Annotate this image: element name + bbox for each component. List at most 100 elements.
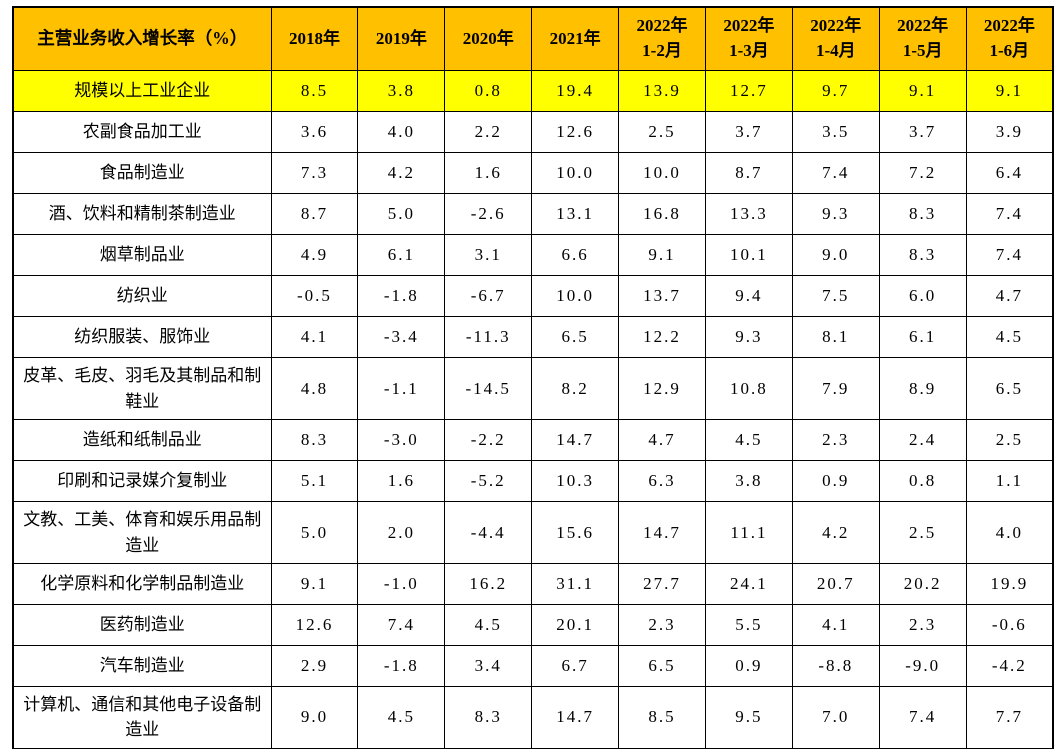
value-cell: 7.0 <box>791 686 880 749</box>
table-row: 纺织服装、服饰业 4.1 -3.4 -11.3 6.5 12.2 9.3 8.1 6.1 4.5 <box>12 316 1054 358</box>
value-cell: 6.3 <box>618 460 706 502</box>
value-cell: 9.1 <box>878 70 967 112</box>
value-cell: 16.8 <box>618 193 706 235</box>
value-cell: 8.5 <box>270 70 359 112</box>
table-row: 文教、工美、体育和娱乐用品制造业 5.0 2.0 -4.4 15.6 14.7 11.1 4.… <box>12 501 1054 564</box>
value-cell: 13.7 <box>618 275 706 317</box>
value-cell: -2.2 <box>444 419 533 461</box>
table-row: 酒、饮料和精制茶制造业 8.7 5.0 -2.6 13.1 16.8 13.3 9.3 8.3 7… <box>12 193 1054 235</box>
value-cell: 0.9 <box>704 645 793 687</box>
value-cell: 10.3 <box>531 460 620 502</box>
value-cell: 9.5 <box>704 686 793 749</box>
value-cell: -1.8 <box>357 275 446 317</box>
value-cell: 9.0 <box>270 686 359 749</box>
value-cell: 3.8 <box>704 460 793 502</box>
value-cell: 8.7 <box>270 193 359 235</box>
table-row: 皮革、毛皮、羽毛及其制品和制鞋业 4.8 -1.1 -14.5 8.2 12.9 10.8 7… <box>12 357 1054 420</box>
value-cell: 8.2 <box>531 357 620 420</box>
value-cell: -3.4 <box>357 316 446 358</box>
value-cell: -0.6 <box>965 604 1054 646</box>
row-label: 纺织业 <box>12 275 272 317</box>
value-cell: 6.4 <box>965 152 1054 194</box>
value-cell: 12.7 <box>704 70 793 112</box>
value-cell: 6.1 <box>878 316 967 358</box>
value-cell: 5.5 <box>704 604 793 646</box>
value-cell: -0.5 <box>270 275 359 317</box>
value-cell: -14.5 <box>444 357 533 420</box>
value-cell: 7.2 <box>878 152 967 194</box>
value-cell: 11.1 <box>704 501 793 564</box>
value-cell: 4.2 <box>791 501 880 564</box>
table-row: 农副食品加工业 3.6 4.0 2.2 12.6 2.5 3.7 3.5 3.7 3.9 <box>12 111 1054 153</box>
value-cell: 4.5 <box>704 419 793 461</box>
value-cell: 2.3 <box>878 604 967 646</box>
table-header: 主营业务收入增长率（%） 2018年 2019年 2020年 2021年 2022年 1-2… <box>12 6 1054 71</box>
column-header-line: 2018年 <box>288 28 340 48</box>
value-cell: 20.1 <box>531 604 620 646</box>
value-cell: 7.4 <box>965 234 1054 276</box>
column-header-line: 2019年 <box>375 28 427 48</box>
value-cell: 3.6 <box>270 111 359 153</box>
value-cell: 5.0 <box>270 501 359 564</box>
value-cell: 3.8 <box>357 70 446 112</box>
value-cell: 12.6 <box>270 604 359 646</box>
value-cell: 9.3 <box>791 193 880 235</box>
column-header-line: 1-5月 <box>902 41 943 60</box>
value-cell: 1.1 <box>965 460 1054 502</box>
column-header-2022-1-3: 2022年 1-3月 <box>704 6 793 71</box>
value-cell: 3.7 <box>704 111 793 153</box>
value-cell: 4.0 <box>357 111 446 153</box>
value-cell: 2.3 <box>618 604 706 646</box>
column-header-2022-1-2: 2022年 1-2月 <box>618 6 706 71</box>
value-cell: 10.8 <box>704 357 793 420</box>
value-cell: 4.9 <box>270 234 359 276</box>
column-header-line: 1-2月 <box>642 41 682 60</box>
column-header-line: 2022年 <box>636 16 688 36</box>
value-cell: 16.2 <box>444 563 533 605</box>
value-cell: 7.4 <box>791 152 880 194</box>
value-cell: 7.9 <box>791 357 880 420</box>
row-label: 医药制造业 <box>12 604 272 646</box>
table-row: 汽车制造业 2.9 -1.8 3.4 6.7 6.5 0.9 -8.8 -9.0 -4.2 <box>12 645 1054 687</box>
value-cell: 1.6 <box>444 152 533 194</box>
value-cell: 6.0 <box>878 275 967 317</box>
value-cell: 3.7 <box>878 111 967 153</box>
table-row: 规模以上工业企业 8.5 3.8 0.8 19.4 13.9 12.7 9.7 9.1 9.1 <box>12 70 1054 112</box>
value-cell: 8.3 <box>878 193 967 235</box>
value-cell: 2.5 <box>878 501 967 564</box>
value-cell: 0.9 <box>791 460 880 502</box>
value-cell: 7.7 <box>965 686 1054 749</box>
value-cell: 8.3 <box>444 686 533 749</box>
value-cell: 4.0 <box>965 501 1054 564</box>
value-cell: -8.8 <box>791 645 880 687</box>
value-cell: 7.4 <box>357 604 446 646</box>
value-cell: -11.3 <box>444 316 533 358</box>
value-cell: 2.5 <box>965 419 1054 461</box>
table-row: 造纸和纸制品业 8.3 -3.0 -2.2 14.7 4.7 4.5 2.3 2.4 2.5 <box>12 419 1054 461</box>
column-header-2022-1-6: 2022年 1-6月 <box>965 6 1054 71</box>
value-cell: 6.5 <box>618 645 706 687</box>
column-header-line: 1-6月 <box>989 41 1030 60</box>
value-cell: 2.2 <box>444 111 533 153</box>
value-cell: 6.1 <box>357 234 446 276</box>
value-cell: -6.7 <box>444 275 533 317</box>
value-cell: 13.9 <box>618 70 706 112</box>
value-cell: 7.4 <box>965 193 1054 235</box>
table-row: 烟草制品业 4.9 6.1 3.1 6.6 9.1 10.1 9.0 8.3 7.4 <box>12 234 1054 276</box>
value-cell: 4.8 <box>270 357 359 420</box>
table-row: 食品制造业 7.3 4.2 1.6 10.0 10.0 8.7 7.4 7.2 6.4 <box>12 152 1054 194</box>
row-label: 农副食品加工业 <box>12 111 272 153</box>
value-cell: 3.9 <box>965 111 1054 153</box>
value-cell: 9.7 <box>791 70 880 112</box>
value-cell: 2.4 <box>878 419 967 461</box>
value-cell: -5.2 <box>444 460 533 502</box>
value-cell: -4.2 <box>965 645 1054 687</box>
value-cell: 10.0 <box>531 152 620 194</box>
table-row: 印刷和记录媒介复制业 5.1 1.6 -5.2 10.3 6.3 3.8 0.9 0.8 1.1 <box>12 460 1054 502</box>
column-header-line: 2022年 <box>897 16 949 36</box>
value-cell: 8.1 <box>791 316 880 358</box>
value-cell: 4.5 <box>444 604 533 646</box>
value-cell: 2.5 <box>618 111 706 153</box>
value-cell: 14.7 <box>531 686 620 749</box>
